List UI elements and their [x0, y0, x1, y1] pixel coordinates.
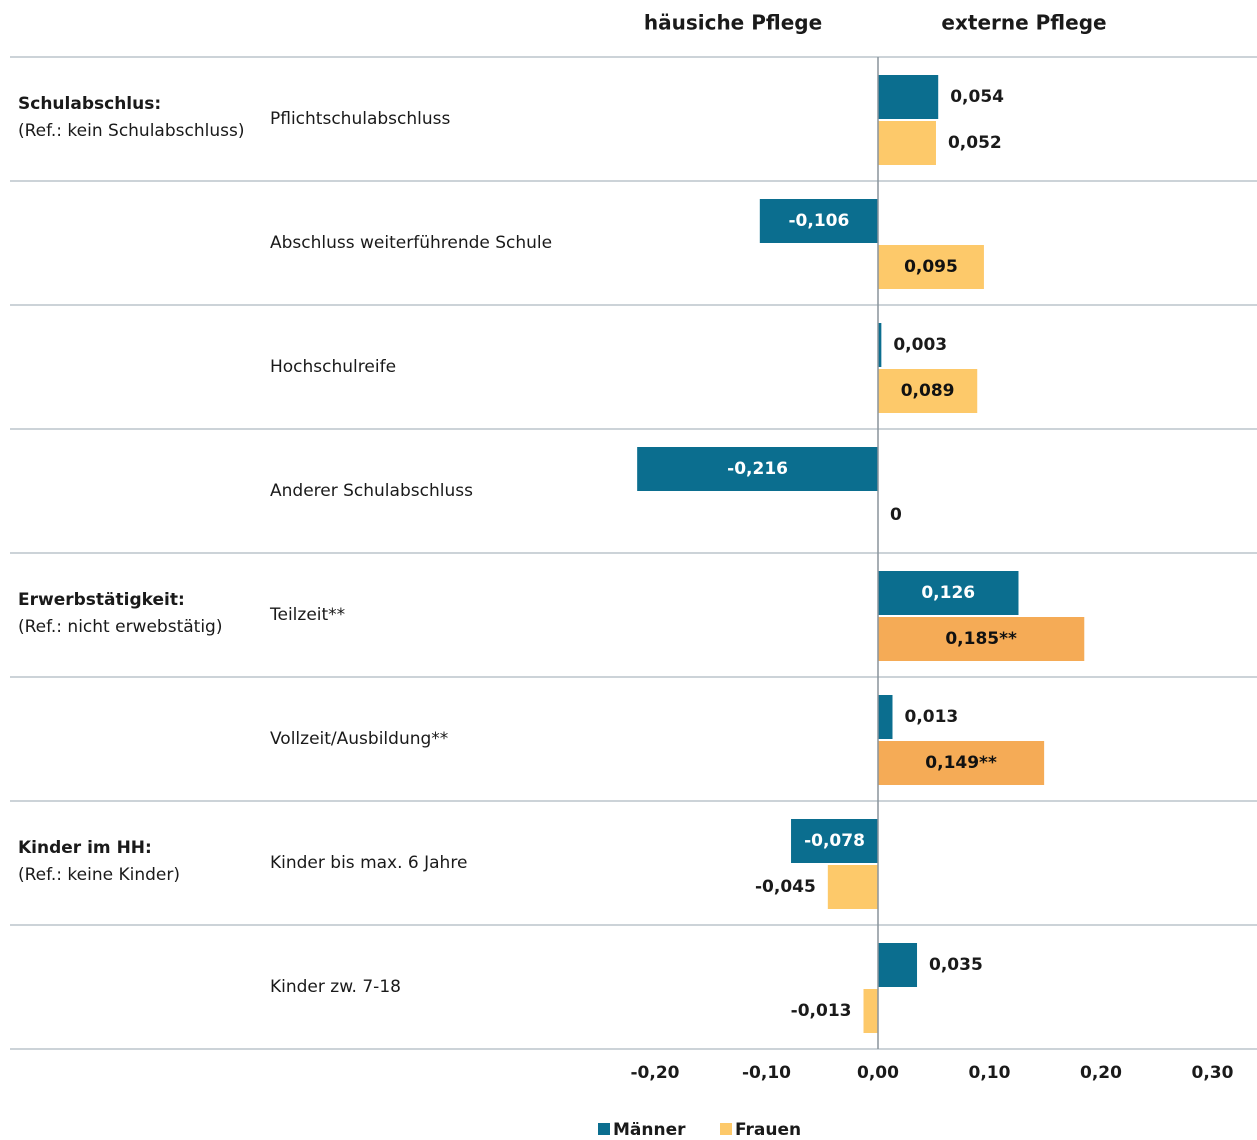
row-label: Hochschulreife: [270, 357, 396, 377]
value-label: 0,095: [904, 257, 958, 277]
row-label: Abschluss weiterführende Schule: [270, 233, 552, 253]
value-label: 0,185**: [945, 629, 1017, 649]
bar: [878, 617, 1085, 661]
row-label: Teilzeit**: [269, 605, 345, 625]
group-ref: (Ref.: kein Schulabschluss): [18, 121, 244, 141]
bar: [827, 865, 878, 909]
value-label: 0,054: [950, 87, 1004, 107]
value-label: 0,013: [904, 707, 958, 727]
row-label: Pflichtschulabschluss: [270, 109, 450, 129]
bar: [878, 571, 1019, 615]
bar: [878, 323, 882, 367]
group-title: Kinder im HH:: [18, 838, 152, 858]
bar: [878, 75, 939, 119]
value-label: 0,052: [948, 133, 1002, 153]
legend-swatch: [720, 1123, 732, 1135]
value-label: -0,216: [727, 459, 788, 479]
value-label: 0,126: [921, 583, 975, 603]
x-tick-label: -0,10: [742, 1063, 791, 1083]
group-ref: (Ref.: nicht erwebstätig): [18, 617, 222, 637]
legend-label: Frauen: [735, 1120, 801, 1140]
row-label: Anderer Schulabschluss: [270, 481, 473, 501]
value-label: 0,003: [893, 335, 947, 355]
bar: [791, 819, 878, 863]
bar: [878, 369, 978, 413]
group-title: Erwerbstätigkeit:: [18, 590, 185, 610]
value-label: 0,089: [901, 381, 955, 401]
row-label: Vollzeit/Ausbildung**: [270, 729, 448, 749]
x-tick-label: 0,30: [1192, 1063, 1234, 1083]
legend-swatch: [598, 1123, 610, 1135]
x-tick-label: -0,20: [631, 1063, 680, 1083]
bar: [878, 121, 936, 165]
value-label: -0,013: [791, 1001, 852, 1021]
bar: [878, 695, 893, 739]
x-tick-label: 0,20: [1080, 1063, 1122, 1083]
bar: [878, 245, 984, 289]
value-label: -0,045: [755, 877, 816, 897]
row-label: Kinder bis max. 6 Jahre: [270, 853, 467, 873]
group-title: Schulabschlus:: [18, 94, 161, 114]
legend-label: Männer: [613, 1120, 686, 1140]
row-label: Kinder zw. 7-18: [270, 977, 401, 997]
bar: [759, 199, 878, 243]
panel-title: häusiche Pflege: [644, 11, 822, 35]
bar: [637, 447, 878, 491]
value-label: 0,035: [929, 955, 983, 975]
bar: [863, 989, 878, 1033]
value-label: -0,078: [804, 831, 865, 851]
value-label: 0,149**: [925, 753, 997, 773]
value-label: 0: [890, 505, 902, 525]
x-tick-label: 0,00: [857, 1063, 899, 1083]
value-label: -0,106: [788, 211, 849, 231]
panel-title: externe Pflege: [941, 11, 1106, 35]
group-ref: (Ref.: keine Kinder): [18, 865, 180, 885]
x-tick-label: 0,10: [969, 1063, 1011, 1083]
bar: [878, 741, 1045, 785]
bar: [878, 943, 918, 987]
